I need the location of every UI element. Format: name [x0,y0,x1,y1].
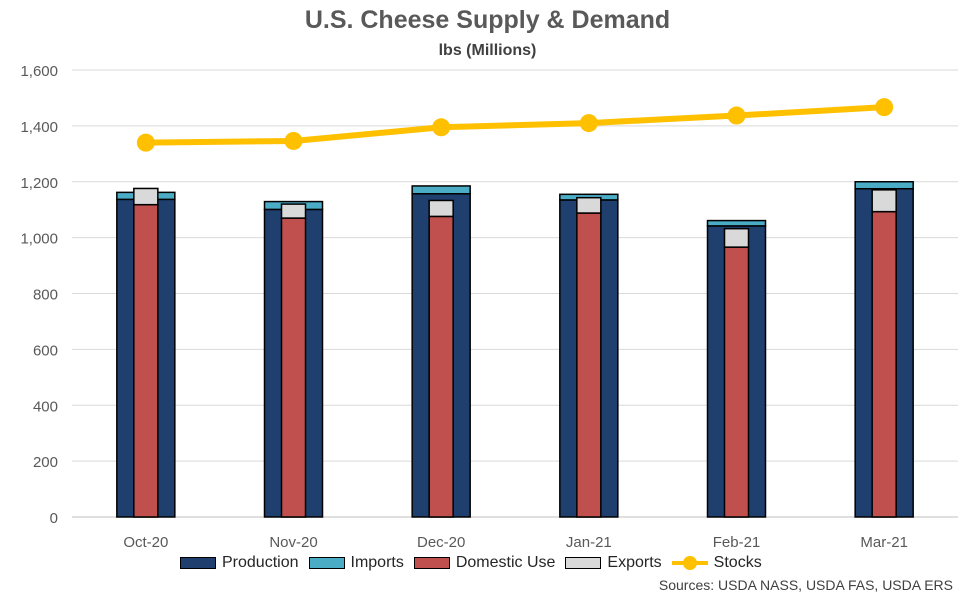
y-tick-label: 400 [33,398,58,415]
bar-domestic-use [428,215,454,518]
legend-swatch-imports [308,557,345,569]
bar-domestic-use [871,210,897,518]
bar-imports [411,185,471,195]
bar-exports [871,189,897,213]
legend-label-exports: Exports [607,554,662,571]
stocks-point [284,131,303,150]
x-tick-label: Mar-21 [860,534,908,551]
legend-item-imports: Imports [308,554,404,572]
bar-imports [854,181,914,190]
bar-domestic-use [280,217,307,518]
stocks-line [145,104,885,146]
bar-exports [280,203,307,219]
y-tick-label: 1,600 [20,63,58,80]
x-tick-label: Nov-20 [269,534,317,551]
legend-swatch-exports [565,557,602,569]
legend: Production Imports Domestic Use Exports … [180,552,772,574]
y-tick-label: 0 [50,510,58,527]
bar-exports [133,187,159,206]
stocks-point [875,98,894,117]
stocks-point [136,133,155,152]
y-tick-label: 1,400 [20,119,58,136]
bar-imports [706,219,767,227]
bar-domestic-use [133,203,159,518]
x-tick-label: Feb-21 [713,534,761,551]
bar-exports [723,227,750,248]
legend-label-imports: Imports [350,554,404,571]
chart-title: U.S. Cheese Supply & Demand [304,6,671,34]
y-tick-label: 1,000 [20,231,58,248]
x-tick-label: Jan-21 [566,534,612,551]
legend-item-stocks: Stocks [671,554,762,572]
y-tick-label: 600 [33,342,58,359]
bar-domestic-use [576,212,602,518]
legend-item-exports: Exports [565,554,662,572]
x-tick-label: Dec-20 [417,534,465,551]
y-tick-label: 800 [33,287,58,304]
legend-label-stocks: Stocks [713,554,762,571]
legend-item-domestic-use: Domestic Use [413,554,556,572]
legend-item-production: Production [180,554,299,572]
source-note: Sources: USDA NASS, USDA FAS, USDA ERS [658,577,953,593]
legend-label-domestic-use: Domestic Use [455,554,556,571]
legend-swatch-production [180,557,216,569]
stocks-point [727,106,746,125]
legend-swatch-stocks [671,555,708,571]
bar-exports [576,196,602,214]
legend-swatch-domestic-use [413,557,450,569]
chart-subtitle: lbs (Millions) [438,42,537,59]
bar-domestic-use [723,246,750,518]
y-tick-label: 200 [33,454,58,471]
legend-label-production: Production [222,554,299,571]
y-tick-label: 1,200 [20,175,58,192]
x-tick-label: Oct-20 [123,534,168,551]
stocks-point [579,114,598,133]
bar-exports [428,199,454,218]
stocks-point [432,118,451,137]
